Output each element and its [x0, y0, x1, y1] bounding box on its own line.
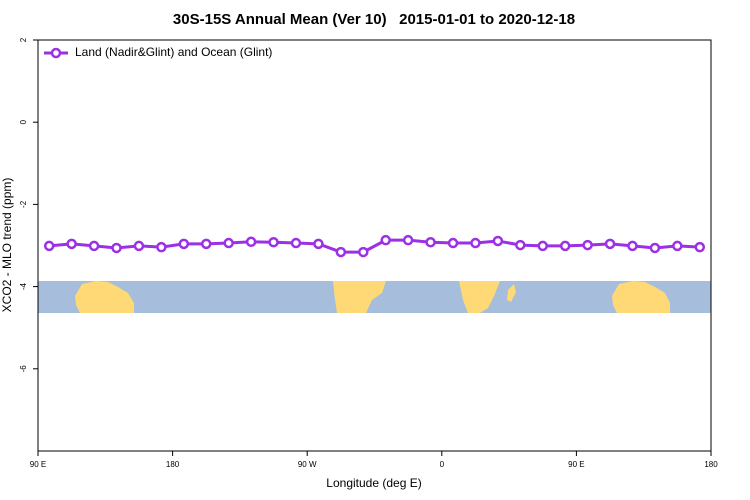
x-tick-label: 90 W — [298, 460, 317, 469]
y-tick-label: 2 — [19, 37, 28, 42]
legend-label: Land (Nadir&Glint) and Ocean (Glint) — [75, 45, 272, 59]
data-point — [627, 240, 638, 252]
data-point — [380, 234, 391, 246]
data-point — [201, 238, 212, 250]
data-point — [582, 239, 593, 251]
series-line — [49, 238, 700, 254]
data-point — [672, 240, 683, 252]
y-tick-label: -6 — [19, 365, 28, 373]
map-strip — [38, 281, 711, 313]
x-tick-label: 180 — [704, 460, 718, 469]
data-point — [223, 237, 234, 249]
data-point — [88, 240, 100, 252]
y-tick-label: -4 — [19, 282, 28, 290]
x-tick-label: 90 E — [30, 460, 46, 469]
data-point — [559, 240, 571, 252]
data-point — [447, 237, 459, 249]
data-point — [133, 240, 145, 252]
plot-frame — [37, 39, 712, 452]
data-point — [537, 240, 548, 252]
y-tick-label: -2 — [19, 200, 28, 208]
data-point — [402, 234, 414, 246]
legend: Land (Nadir&Glint) and Ocean (Glint) — [44, 45, 272, 59]
data-point — [245, 236, 257, 248]
data-point — [335, 246, 347, 258]
data-point — [313, 238, 324, 250]
legend-marker — [50, 47, 62, 59]
data-point — [425, 236, 436, 248]
data-point — [604, 238, 616, 250]
y-axis-label: XCO2 - MLO trend (ppm) — [0, 178, 14, 313]
x-tick-label: 180 — [166, 460, 180, 469]
chart-title: 30S-15S Annual Mean (Ver 10) 2015-01-01 … — [173, 11, 575, 28]
data-point — [358, 246, 369, 258]
data-point — [156, 241, 167, 253]
data-point — [268, 236, 279, 248]
data-point — [111, 242, 122, 254]
x-tick-label: 0 — [440, 460, 445, 469]
data-point — [649, 242, 661, 254]
data-point — [43, 240, 55, 252]
data-point — [694, 241, 706, 253]
x-tick-label: 90 E — [568, 460, 584, 469]
data-point — [492, 235, 504, 247]
data-point — [515, 239, 526, 251]
y-tick-label: 0 — [19, 119, 28, 124]
x-axis-label: Longitude (deg E) — [326, 476, 421, 490]
data-point — [178, 238, 190, 250]
data-point — [470, 237, 481, 249]
data-point — [66, 238, 77, 250]
data-point — [290, 237, 302, 249]
